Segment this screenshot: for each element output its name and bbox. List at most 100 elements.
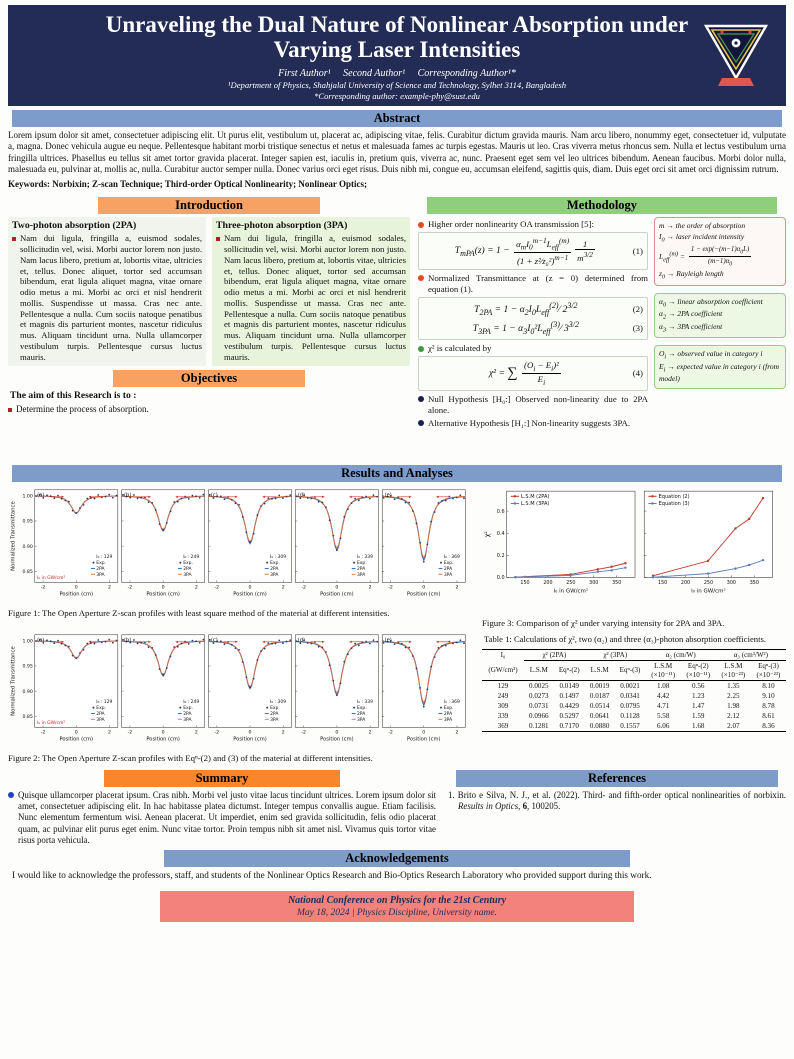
table1-cell: 1.23 xyxy=(692,691,705,700)
figure-3-block: χ² 0.0 0.2 0.4 0.6 150 200 250 300 350 I₀ in GW/cm… xyxy=(482,485,786,628)
figure-3-chart: χ² 0.0 0.2 0.4 0.6 150 200 250 300 350 I₀ in GW/cm… xyxy=(482,485,786,616)
svg-text:0.90: 0.90 xyxy=(22,689,32,695)
table1-cell: 4.42 xyxy=(656,691,670,700)
two-photon-column: Two-photon absorption (2PA) Nam dui ligu… xyxy=(8,217,206,366)
conference-date: May 18, 2024 | Physics Discipline, Unive… xyxy=(297,908,497,919)
introduction-body: Two-photon absorption (2PA) Nam dui ligu… xyxy=(8,217,410,366)
summary-section: Summary Quisque ullamcorper placerat ips… xyxy=(8,766,436,846)
reference-item-1: 1. Brito e Silva, N. J., et al. (2022). … xyxy=(448,789,786,812)
svg-text:(b): (b) xyxy=(124,493,131,499)
objectives-lead: The aim of this Research is to : xyxy=(10,389,137,401)
equation-1-number: (1) xyxy=(632,246,643,257)
bullet-icon xyxy=(418,221,424,228)
table1-sub-header: Eqⁿ-(2) xyxy=(553,660,585,681)
svg-text:300: 300 xyxy=(589,580,598,586)
methodology-bullet-3-text: χ² is calculated by xyxy=(428,343,492,354)
table1-cell: 0.0880 xyxy=(584,720,615,732)
methodology-bullet-2: Normalized Transmittance at (z = 0) dete… xyxy=(418,273,648,295)
svg-text:2: 2 xyxy=(108,730,111,736)
table1-cell: 5.58 xyxy=(656,711,670,720)
figure-3-caption: Figure 3: Comparison of χ² under varying… xyxy=(482,617,725,628)
table1-cell: 0.1128 xyxy=(620,711,640,720)
svg-text:(c): (c) xyxy=(211,638,218,644)
table-1: I₀ χ² (2PA) χ² (3PA) α₂ (cm/W) α₃ (cm³/W²) (G… xyxy=(482,648,786,732)
acknowledgements-body: I would like to acknowledge the professo… xyxy=(12,870,652,881)
methodology-bullet-4-text: Null Hypothesis [H₀:] Observed non-linea… xyxy=(428,393,648,415)
svg-text:Exp.: Exp. xyxy=(444,560,454,566)
svg-text:200: 200 xyxy=(543,580,552,586)
two-photon-item: Nam dui ligula, fringilla a, euismod sod… xyxy=(12,233,202,362)
svg-text:I₀ : 309: I₀ : 309 xyxy=(270,699,286,705)
table1-sub-header: L.S.M (×10⁻²³) xyxy=(715,660,751,681)
methodology-bullet-2-text: Normalized Transmittance at (z = 0) dete… xyxy=(428,272,648,294)
table1-cell: 1.35 xyxy=(727,681,740,690)
figure-1-chart: Normalized Transmittance 1.00 0.95 0.90 0.85… xyxy=(8,485,472,607)
acknowledgements-heading: Acknowledgements xyxy=(163,850,631,868)
svg-text:Exp.: Exp. xyxy=(96,705,106,711)
svg-text:2PA: 2PA xyxy=(357,711,366,717)
svg-text:3PA: 3PA xyxy=(357,717,366,723)
svg-text:250: 250 xyxy=(566,580,575,586)
svg-text:3PA: 3PA xyxy=(444,717,453,723)
table1-cell: 1.98 xyxy=(727,701,740,710)
table1-cell: 0.0273 xyxy=(529,691,549,700)
references-section: References 1. Brito e Silva, N. J., et a… xyxy=(448,766,786,846)
svg-text:2: 2 xyxy=(369,585,372,591)
three-photon-column: Three-photon absorption (3PA) Nam dui li… xyxy=(212,217,410,366)
svg-text:3PA: 3PA xyxy=(270,717,279,723)
table1-cell: 0.0341 xyxy=(620,691,640,700)
references-heading: References xyxy=(456,769,778,787)
svg-text:2: 2 xyxy=(282,585,285,591)
authors-line: First Author¹ Second Author¹ Correspondi… xyxy=(278,67,516,79)
table1-cell: 249 xyxy=(497,691,509,700)
figure-2-chart: Normalized Transmittance 1.00 0.95 0.90 0.85… xyxy=(8,630,472,752)
results-section: Results and Analyses Normalized Transmit… xyxy=(8,461,786,764)
table1-cell: 0.4429 xyxy=(559,701,579,710)
abstract-heading: Abstract xyxy=(11,109,783,127)
svg-text:150: 150 xyxy=(520,580,529,586)
table1-cell: 0.1497 xyxy=(559,691,579,700)
svg-text:(c): (c) xyxy=(211,493,218,499)
svg-text:2PA: 2PA xyxy=(357,566,366,572)
svg-text:L.S.M (3PA): L.S.M (3PA) xyxy=(521,501,549,507)
title-banner: Unraveling the Dual Nature of Nonlinear … xyxy=(8,5,786,106)
svg-text:2: 2 xyxy=(108,585,111,591)
table1-cell: 6.06 xyxy=(645,720,681,732)
svg-text:200: 200 xyxy=(681,580,690,586)
svg-text:0.0: 0.0 xyxy=(497,575,505,581)
methodology-bullet-1-text: Higher order nonlinearity OA transmissio… xyxy=(428,219,594,230)
svg-text:(d): (d) xyxy=(298,638,305,644)
svg-text:0: 0 xyxy=(75,730,78,736)
svg-text:2PA: 2PA xyxy=(444,711,453,717)
table1-cell: 0.0019 xyxy=(589,681,610,690)
svg-text:Normalized Transmittance: Normalized Transmittance xyxy=(11,646,17,716)
svg-text:2PA: 2PA xyxy=(183,711,192,717)
svg-text:0: 0 xyxy=(162,585,165,591)
svg-text:-2: -2 xyxy=(128,730,133,736)
table1-cell: 1.59 xyxy=(692,711,705,720)
svg-text:Position (cm): Position (cm) xyxy=(146,737,180,743)
table1-row: 309 0.0731 0.4429 0.0514 0.0795 4.71 1.47 1.98 8… xyxy=(482,701,786,711)
svg-text:3PA: 3PA xyxy=(96,572,105,578)
svg-text:Exp.: Exp. xyxy=(357,560,367,566)
conference-name: National Conference on Physics for the 2… xyxy=(287,895,507,907)
table-1-block: Table 1: Calculations of χ², two (α₂) an… xyxy=(482,630,786,764)
svg-text:2PA: 2PA xyxy=(270,711,279,717)
three-photon-item: Nam dui ligula, fringilla a, euismod sod… xyxy=(216,233,406,362)
svg-text:0: 0 xyxy=(249,585,252,591)
svg-text:Equation (3): Equation (3) xyxy=(659,501,690,507)
svg-text:(e): (e) xyxy=(385,493,392,499)
svg-text:-2: -2 xyxy=(128,585,133,591)
table1-sub-header: Eqⁿ-(2) (×10⁻¹¹) xyxy=(680,660,716,681)
table1-row: 249 0.0273 0.1497 0.0187 0.0341 4.42 1.23 2.25 9… xyxy=(482,691,786,701)
svg-text:Position (cm): Position (cm) xyxy=(60,737,94,743)
svg-text:0.90: 0.90 xyxy=(22,544,32,550)
svg-text:I₀ : 369: I₀ : 369 xyxy=(444,699,460,705)
symbols-box-oe: Oi → observed value in category i Ei → ex… xyxy=(654,345,786,390)
svg-text:I₀ : 339: I₀ : 339 xyxy=(357,699,373,705)
svg-text:I₀ in GW/cm²: I₀ in GW/cm² xyxy=(37,720,65,726)
introduction-heading: Introduction xyxy=(98,197,320,215)
table1-cell: 8.78 xyxy=(762,701,775,710)
methodology-bullet-4: Null Hypothesis [H₀:] Observed non-linea… xyxy=(418,394,648,416)
svg-text:Exp.: Exp. xyxy=(183,560,193,566)
